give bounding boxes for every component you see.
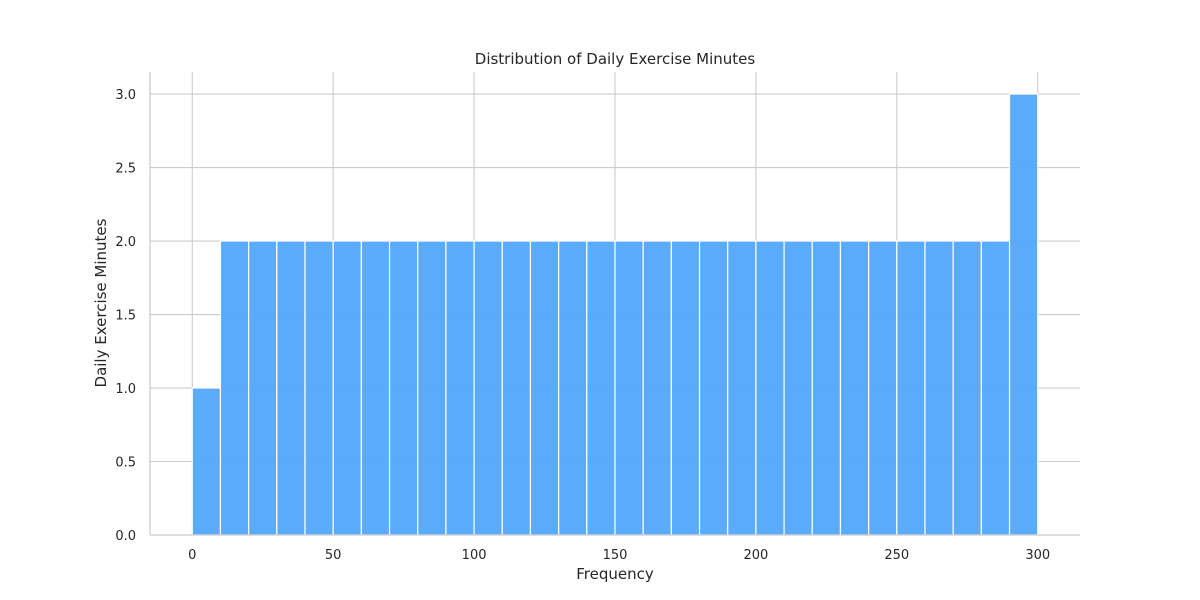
histogram-bar <box>952 240 982 536</box>
y-tick-label: 1.0 <box>115 382 136 397</box>
histogram-bar <box>304 240 334 536</box>
histogram-bar <box>332 240 362 536</box>
histogram-bars <box>191 93 1039 536</box>
histogram-bar <box>727 240 757 536</box>
y-tick-label: 2.5 <box>115 162 136 177</box>
x-tick-label: 250 <box>884 548 909 563</box>
y-tick-label: 2.0 <box>115 235 136 250</box>
x-tick-label: 300 <box>1025 548 1050 563</box>
histogram-bar <box>473 240 503 536</box>
histogram-bar <box>924 240 954 536</box>
histogram-bar <box>558 240 588 536</box>
histogram-bar <box>698 240 729 536</box>
x-tick-labels: 0 50 100 150 200 250 300 <box>188 548 1050 563</box>
histogram-bar <box>980 240 1011 536</box>
y-tick-label: 1.5 <box>115 309 136 324</box>
histogram-bar <box>586 240 616 536</box>
histogram-bar <box>642 240 672 536</box>
histogram-bar <box>755 240 785 536</box>
y-tick-labels: 0.0 0.5 1.0 1.5 2.0 2.5 3.0 <box>115 88 136 544</box>
histogram-bar <box>445 240 475 536</box>
histogram-bar <box>670 240 701 536</box>
axis-spines <box>149 72 1080 536</box>
histogram-bar <box>248 240 278 536</box>
x-tick-label: 200 <box>743 548 768 563</box>
histogram-bar <box>388 240 419 536</box>
x-tick-label: 150 <box>603 548 628 563</box>
y-tick-label: 0.5 <box>115 456 136 471</box>
y-tick-label: 3.0 <box>115 88 136 103</box>
histogram-bar <box>896 240 926 536</box>
histogram-bar <box>839 240 870 536</box>
histogram-bar <box>529 240 560 536</box>
histogram-bar <box>501 240 532 536</box>
histogram-bar <box>276 240 306 536</box>
histogram-bar <box>868 240 898 536</box>
x-tick-label: 0 <box>188 548 196 563</box>
x-tick-label: 100 <box>462 548 487 563</box>
histogram-bar <box>360 240 391 536</box>
histogram-bar <box>811 240 842 536</box>
histogram-bar <box>417 240 447 536</box>
chart-title: Distribution of Daily Exercise Minutes <box>475 50 756 68</box>
x-axis-label: Frequency <box>576 565 654 583</box>
histogram-bar <box>219 240 250 536</box>
y-tick-label: 0.0 <box>115 529 136 544</box>
histogram-bar <box>783 240 813 536</box>
x-tick-label: 50 <box>325 548 342 563</box>
histogram-bar <box>191 387 222 536</box>
y-axis-label: Daily Exercise Minutes <box>92 218 110 387</box>
histogram-bar <box>614 240 644 536</box>
histogram-bar <box>1008 93 1039 536</box>
